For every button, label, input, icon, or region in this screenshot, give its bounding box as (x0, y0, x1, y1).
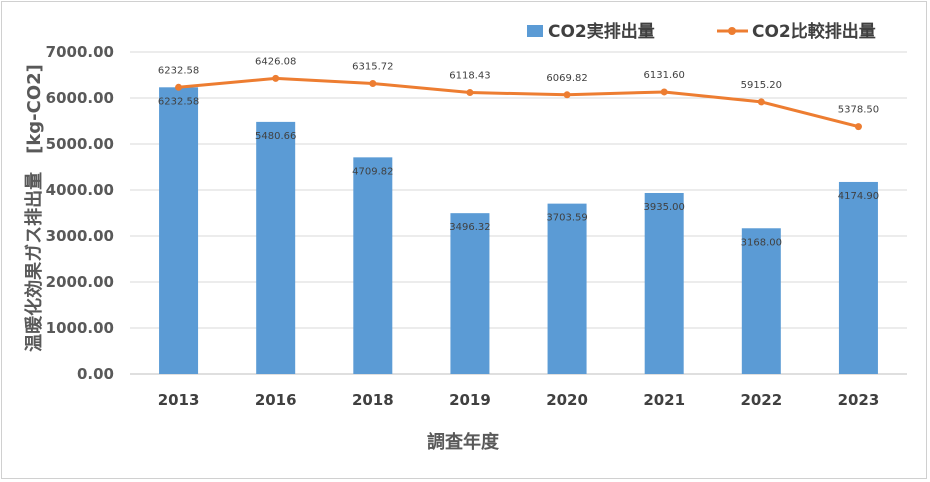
line-point (563, 91, 571, 99)
line-data-label: 6131.60 (644, 70, 685, 81)
line-data-label: 5915.20 (741, 80, 782, 91)
legend: CO2実排出量 CO2比較排出量 (527, 21, 876, 42)
line-point (175, 83, 183, 91)
line-data-label: 6426.08 (255, 56, 296, 67)
line-point (272, 74, 280, 82)
line-point (466, 89, 474, 97)
bar (159, 87, 199, 374)
bar-data-label: 4174.90 (838, 191, 879, 202)
legend-line-marker (728, 27, 736, 35)
line-point (369, 79, 377, 87)
x-tick-label: 2018 (352, 391, 394, 409)
x-tick-label: 2020 (546, 391, 588, 409)
bar-data-label: 5480.66 (255, 131, 296, 142)
y-tick-label: 6000.00 (46, 89, 114, 107)
legend-bar-swatch (527, 25, 543, 37)
y-tick-label: 5000.00 (46, 135, 114, 153)
x-tick-label: 2021 (643, 391, 685, 409)
bar-data-label: 3168.00 (741, 237, 782, 248)
bar (741, 228, 781, 374)
y-tick-label: 1000.00 (46, 319, 114, 337)
bar-series (159, 87, 878, 374)
y-tick-label: 7000.00 (46, 43, 114, 61)
bar-data-label: 3935.00 (644, 202, 685, 213)
line-data-labels: 6232.58 6426.08 6315.72 6118.43 6069.82 6131.… (158, 56, 879, 115)
line-point (854, 123, 862, 131)
line-data-label: 5378.50 (838, 105, 879, 116)
x-tick-label: 2019 (449, 391, 491, 409)
bar (838, 181, 878, 374)
bar (256, 121, 296, 374)
bar (547, 203, 587, 374)
legend-line-label: CO2比較排出量 (752, 21, 876, 42)
bar-data-label: 3703.59 (546, 213, 587, 224)
x-tick-label: 2016 (255, 391, 297, 409)
line-data-label: 6069.82 (546, 73, 587, 84)
gridlines (130, 51, 907, 375)
y-axis-title: 温暖化効果ガス排出量 [kg-CO2] (23, 64, 45, 352)
line-point (757, 98, 765, 106)
bar (353, 157, 393, 374)
bar (644, 192, 684, 374)
line-data-label: 6118.43 (449, 71, 490, 82)
line-series (175, 74, 862, 131)
x-tick-label: 2022 (740, 391, 782, 409)
x-tick-label: 2013 (158, 391, 200, 409)
bar-data-label: 6232.58 (158, 96, 199, 107)
bar (450, 213, 490, 374)
bar-data-label: 4709.82 (352, 166, 393, 177)
y-tick-label: 3000.00 (46, 227, 114, 245)
x-tick-label: 2023 (838, 391, 880, 409)
y-tick-label: 4000.00 (46, 181, 114, 199)
bar-data-label: 3496.32 (449, 222, 490, 233)
bar-data-labels: 6232.58 5480.66 4709.82 3496.32 3703.59 3935.… (158, 96, 879, 248)
line-point (660, 88, 668, 96)
y-axis-ticks: 0.00 1000.00 2000.00 3000.00 4000.00 5000.00 6… (46, 43, 114, 383)
line-data-label: 6232.58 (158, 65, 199, 76)
x-axis-ticks: 2013 2016 2018 2019 2020 2021 2022 2023 (158, 391, 880, 409)
y-tick-label: 0.00 (77, 365, 114, 383)
line-path (178, 76, 859, 129)
x-axis-title: 調査年度 (427, 431, 500, 453)
line-data-label: 6315.72 (352, 61, 393, 72)
legend-bar-label: CO2実排出量 (548, 21, 655, 42)
y-tick-label: 2000.00 (46, 273, 114, 291)
